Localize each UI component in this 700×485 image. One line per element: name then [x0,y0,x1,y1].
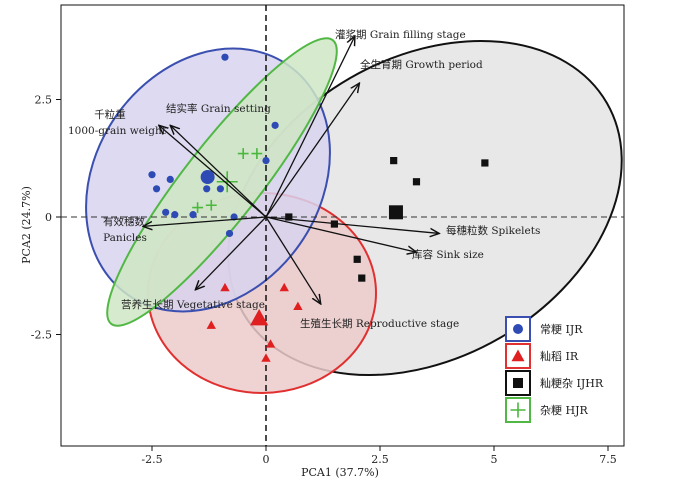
x-tick-label: 2.5 [371,453,389,466]
x-tick-label: 0 [263,453,270,466]
data-point [152,185,161,193]
legend-label-ijr: 常粳 IJR [540,322,583,336]
data-point [390,157,398,165]
legend-marker [513,324,523,334]
x-tick-label: 7.5 [599,453,617,466]
data-point [237,148,249,159]
data-point [279,282,289,292]
data-point [192,202,203,213]
data-point [216,185,224,193]
legend-marker [510,402,526,418]
y-tick-label: 2.5 [35,94,53,107]
data-point [353,255,361,263]
centroid-point [216,171,238,193]
loading-label: 结实率 Grain setting [166,102,271,115]
data-point [189,211,197,219]
data-point [481,159,489,167]
centroid-point [250,308,269,326]
data-point [225,229,234,238]
data-point [206,320,216,329]
data-point [220,282,230,292]
loading-label: 有效穗数 [103,215,145,228]
x-tick-label: 5 [491,453,498,466]
data-point [271,121,279,129]
legend-label-ijhr: 籼粳杂 IJHR [540,376,604,390]
y-tick-label: -2.5 [31,329,52,342]
loading-arrow [170,125,267,218]
data-point [205,199,217,211]
loading-label: 营养生长期 Vegetative stage [121,298,265,311]
legend-label-ir: 籼稻 IR [540,350,579,363]
legend-markers [510,324,526,418]
legend: 常粳 IJR 籼稻 IR 籼粳杂 IJHR 杂粳 HJR [505,316,604,423]
data-point [265,339,276,348]
centroid-point [200,170,215,185]
loading-arrow [265,216,416,252]
data-point [262,157,270,165]
loading-label: 灌浆期 Grain filling stage [335,28,466,41]
loading-label: 全生育期 Growth period [360,58,483,71]
group-loadings: 灌浆期 Grain filling stage 全生育期 Growth perio… [68,28,540,330]
legend-marker [513,378,523,388]
centroid-point [388,205,403,220]
loading-arrow [195,216,267,290]
data-point [148,171,156,179]
data-point [203,185,211,193]
loading-label: 生殖生长期 Reproductive stage [300,317,459,330]
loading-label: Panicles [103,232,147,244]
data-point [412,178,421,186]
loading-label: 1000-grain weight [68,125,167,137]
x-tick-label: -2.5 [141,453,162,466]
loading-arrow [265,216,321,304]
loading-label: 千粒重 [94,108,126,121]
data-point [221,53,229,61]
legend-marker [511,349,525,362]
data-point [171,211,179,219]
loading-label: 库容 Sink size [412,248,484,261]
y-axis-title: PCA2 (24.7%) [20,186,33,264]
y-tick-label: 0 [45,211,52,224]
data-point [285,213,293,221]
data-point [261,353,271,362]
data-point [251,148,263,159]
data-point [293,301,303,311]
x-axis-title: PCA1 (37.7%) [301,466,379,479]
loading-arrow [143,216,267,226]
plot-frame [60,4,625,447]
loading-arrow [265,216,439,233]
loading-arrow [265,83,359,218]
legend-label-hjr: 杂粳 HJR [540,403,588,417]
data-point [166,175,174,183]
loading-label: 每穗粒数 Spikelets [446,224,540,237]
loading-arrow [159,125,267,218]
data-point [162,208,170,216]
group-ticks: -2.5 0 2.5 5 7.5 -2.5 0 2.5 [31,94,617,467]
data-point [358,274,366,282]
group-points [148,53,489,362]
loading-arrow [265,36,355,218]
